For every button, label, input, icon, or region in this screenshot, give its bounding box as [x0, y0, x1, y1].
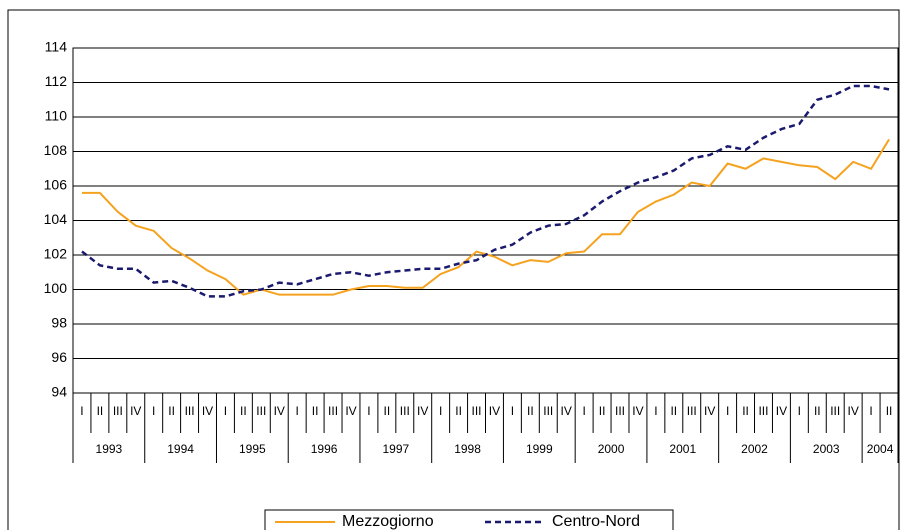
y-tick-label: 104 — [44, 211, 68, 227]
x-tick-label: I — [511, 404, 514, 418]
x-tick-label: III — [687, 404, 697, 418]
x-tick-label: IV — [274, 404, 285, 418]
x-tick-label: I — [367, 404, 370, 418]
y-tick-label: 100 — [44, 280, 68, 296]
x-tick-label: III — [328, 404, 338, 418]
x-tick-label: I — [869, 404, 872, 418]
year-label: 2000 — [598, 442, 625, 456]
year-label: 1993 — [96, 442, 123, 456]
x-tick-label: III — [400, 404, 410, 418]
year-label: 2002 — [741, 442, 768, 456]
x-tick-label: IV — [561, 404, 572, 418]
x-tick-label: III — [615, 404, 625, 418]
x-tick-label: III — [256, 404, 266, 418]
x-tick-label: II — [742, 404, 749, 418]
year-label: 1997 — [382, 442, 409, 456]
x-tick-label: II — [97, 404, 104, 418]
x-tick-label: IV — [345, 404, 356, 418]
x-tick-label: I — [798, 404, 801, 418]
x-tick-label: II — [168, 404, 175, 418]
x-tick-label: IV — [489, 404, 500, 418]
legend-box — [264, 509, 674, 530]
x-tick-label: IV — [776, 404, 787, 418]
year-label: 2004 — [867, 442, 894, 456]
x-tick-label: III — [543, 404, 553, 418]
x-tick-label: III — [113, 404, 123, 418]
y-tick-label: 114 — [45, 39, 68, 55]
x-tick-label: II — [814, 404, 821, 418]
x-tick-label: IV — [202, 404, 213, 418]
x-tick-label: IV — [417, 404, 428, 418]
year-label: 2001 — [669, 442, 696, 456]
x-tick-label: II — [886, 404, 893, 418]
y-tick-label: 110 — [45, 108, 68, 124]
year-label: 1996 — [311, 442, 338, 456]
year-label: 1998 — [454, 442, 481, 456]
x-tick-label: IV — [130, 404, 141, 418]
year-label: 1994 — [167, 442, 194, 456]
x-tick-label: I — [726, 404, 729, 418]
y-tick-label: 112 — [45, 73, 68, 89]
x-tick-label: II — [312, 404, 319, 418]
y-tick-label: 106 — [44, 177, 68, 193]
x-tick-label: III — [758, 404, 768, 418]
x-tick-label: I — [582, 404, 585, 418]
x-tick-label: I — [80, 404, 83, 418]
y-tick-label: 94 — [51, 384, 67, 400]
x-tick-label: III — [830, 404, 840, 418]
year-label: 2003 — [813, 442, 840, 456]
legend-label: Mezzogiorno — [342, 513, 434, 530]
x-tick-label: IV — [704, 404, 715, 418]
x-tick-label: II — [240, 404, 247, 418]
x-tick-label: IV — [632, 404, 643, 418]
x-tick-label: I — [152, 404, 155, 418]
x-tick-label: I — [654, 404, 657, 418]
x-tick-label: I — [439, 404, 442, 418]
x-tick-label: I — [296, 404, 299, 418]
x-tick-label: II — [527, 404, 534, 418]
x-tick-label: II — [384, 404, 391, 418]
legend-label: Centro-Nord — [552, 513, 640, 530]
x-tick-label: IV — [847, 404, 858, 418]
y-tick-label: 98 — [51, 315, 67, 331]
year-label: 1999 — [526, 442, 553, 456]
x-tick-label: III — [472, 404, 482, 418]
x-tick-label: I — [224, 404, 227, 418]
x-tick-label: III — [185, 404, 195, 418]
y-tick-label: 108 — [44, 142, 68, 158]
y-tick-label: 102 — [44, 246, 68, 262]
line-series — [81, 84, 890, 298]
x-tick-label: II — [455, 404, 462, 418]
year-label: 1995 — [239, 442, 266, 456]
x-tick-label: II — [670, 404, 677, 418]
x-tick-label: II — [599, 404, 606, 418]
y-tick-label: 96 — [51, 349, 67, 365]
